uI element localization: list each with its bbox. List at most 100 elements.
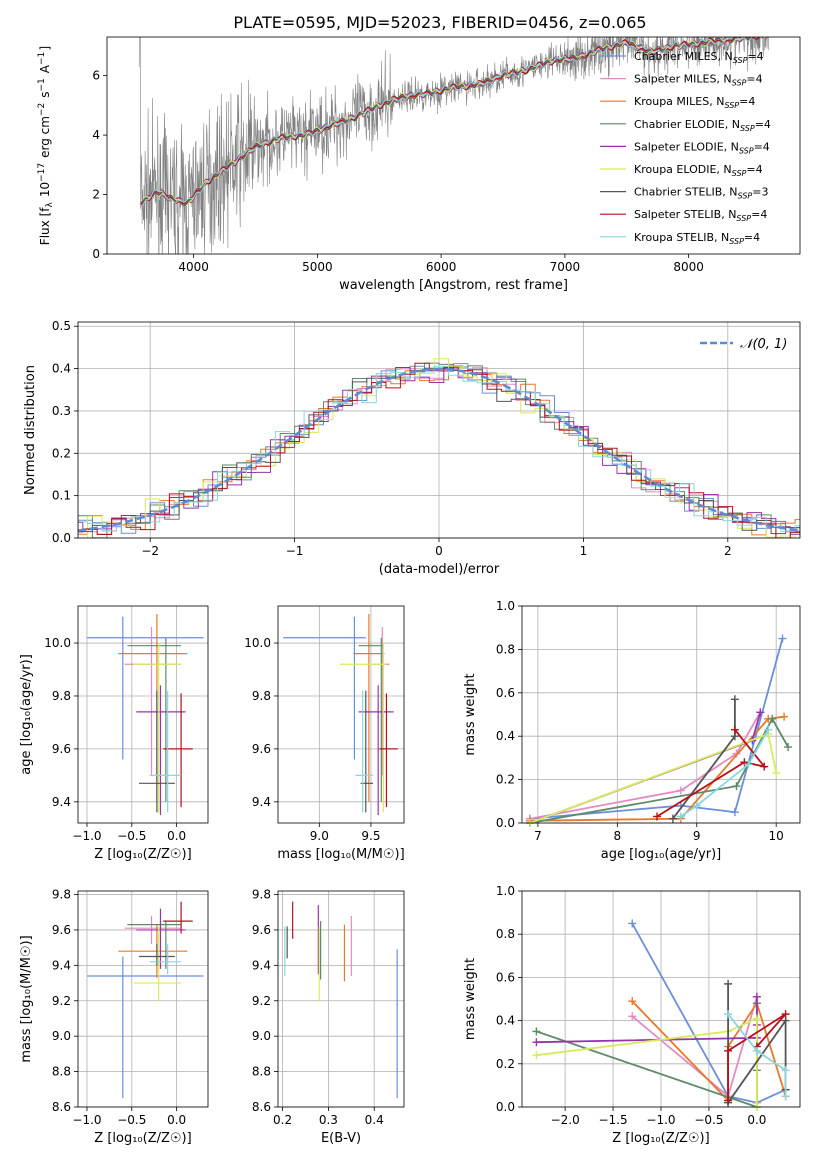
legend-text: Chabrier STELIB, N xyxy=(634,186,738,199)
x-tick-label: −1 xyxy=(286,544,304,558)
mass_vs_Z-xlabel: Z [log₁₀(Z/Z☉)] xyxy=(94,1131,191,1146)
x-tick-label: 5000 xyxy=(302,260,333,274)
weight-marker xyxy=(784,743,793,752)
spectrum-frame xyxy=(106,36,801,255)
y-tick-label: 9.4 xyxy=(52,795,71,809)
x-tick-label: −2.0 xyxy=(551,1113,580,1127)
legend-label: Kroupa ELODIE, NSSP=4 xyxy=(634,163,763,178)
y-tick-label: 0.4 xyxy=(496,729,515,743)
weight_vs_Z-frame xyxy=(521,890,801,1108)
x-tick-label: 8000 xyxy=(673,260,704,274)
weight-marker xyxy=(676,812,685,821)
y-tick-label: 9.6 xyxy=(52,923,71,937)
y-tick-label: 0.2 xyxy=(496,1057,515,1071)
legend-text: =4 xyxy=(751,208,767,221)
weight-line xyxy=(727,1013,787,1097)
x-tick-label: 4000 xyxy=(178,260,209,274)
x-tick-label: −1.0 xyxy=(72,829,101,843)
y-tick-label: 0.5 xyxy=(52,319,71,333)
ylabel-part: erg cm xyxy=(38,116,52,162)
x-tick-label: 0.0 xyxy=(167,829,186,843)
legend-label: Chabrier MILES, NSSP=4 xyxy=(634,50,764,65)
legend-text: Salpeter STELIB, N xyxy=(634,208,736,221)
age_vs_Z-axes: −1.0 −0.5 0.0 9.4 9.6 9.8 10.0 xyxy=(44,606,208,843)
x-tick-label: 9.5 xyxy=(361,829,380,843)
age_vs_Z-xlabel: Z [log₁₀(Z/Z☉)] xyxy=(94,847,191,862)
residuals-ylabel: Normed distribution xyxy=(23,365,38,495)
legend-text: Salpeter ELODIE, N xyxy=(634,140,739,153)
legend-sub: SSP xyxy=(724,101,739,110)
weight-marker xyxy=(730,725,739,734)
weight_vs_age-axes: 7 8 9 10 0.0 0.2 0.4 0.6 0.8 1.0 xyxy=(496,599,800,843)
y-tick-label: 8.8 xyxy=(52,1065,71,1079)
legend-text: Chabrier MILES, N xyxy=(634,50,733,63)
y-tick-label: 9.6 xyxy=(52,742,71,756)
legend-text: =4 xyxy=(739,95,755,108)
y-tick-label: 0.6 xyxy=(496,686,515,700)
y-tick-label: 1.0 xyxy=(496,884,515,898)
spectrum-ylabel: Flux [fλ 10−17 erg cm−2 s−1 A−1 ] xyxy=(37,46,55,245)
mass_vs_Z-frame xyxy=(77,890,209,1108)
y-tick-label: 8.6 xyxy=(252,1100,271,1114)
legend-sub: SSP xyxy=(740,124,755,133)
spectrum-axes: 4000 5000 6000 7000 8000 0 2 4 6 xyxy=(92,69,704,274)
y-tick-label: 10.0 xyxy=(244,636,271,650)
legend-label: Kroupa MILES, NSSP=4 xyxy=(634,95,755,110)
legend-text: =3 xyxy=(752,186,768,199)
x-tick-label: −1.0 xyxy=(72,1113,101,1127)
x-tick-label: −0.5 xyxy=(117,1113,146,1127)
histogram-step xyxy=(78,362,800,538)
y-tick-label: 8.8 xyxy=(252,1065,271,1079)
legend-text: Kroupa STELIB, N xyxy=(634,231,729,244)
weight-marker xyxy=(752,1046,761,1055)
x-tick-label: 0 xyxy=(435,544,443,558)
y-tick-label: 9.8 xyxy=(252,888,271,902)
histogram-step xyxy=(78,367,800,538)
weight-line xyxy=(727,1013,787,1101)
weight_vs_age-frame xyxy=(521,605,801,824)
weight-marker xyxy=(764,725,773,734)
weight-line xyxy=(727,983,787,1106)
weight-marker xyxy=(780,712,789,721)
spectrum-plot-area xyxy=(138,37,770,254)
legend-sub: SSP xyxy=(732,79,747,88)
weight-marker xyxy=(732,782,741,791)
age_vs_mass-marks xyxy=(283,613,398,816)
y-tick-label: 9.6 xyxy=(252,742,271,756)
x-tick-label: 0.4 xyxy=(365,1113,384,1127)
histogram-step xyxy=(78,358,800,538)
spectrum-xlabel: wavelength [Angstrom, rest frame] xyxy=(339,278,568,293)
weight_vs_Z-ylabel: mass weight xyxy=(463,958,478,1040)
residuals-plot-area xyxy=(78,358,800,538)
weight-line xyxy=(529,638,784,820)
age_vs_mass-frame xyxy=(277,605,405,824)
weight-line xyxy=(656,729,767,818)
weight-marker xyxy=(653,812,662,821)
normal-curve xyxy=(78,367,800,532)
mass_vs_ebv-marks xyxy=(284,901,398,1099)
weight_vs_Z-marks xyxy=(532,919,790,1111)
y-tick-label: 9.0 xyxy=(252,1029,271,1043)
legend-sub: SSP xyxy=(729,237,744,246)
y-tick-label: 9.4 xyxy=(52,958,71,972)
y-tick-label: 9.8 xyxy=(52,888,71,902)
ylabel-part: −1 xyxy=(37,78,47,91)
legend-label: 𝒩(0, 1) xyxy=(740,337,787,352)
legend-text: Kroupa MILES, N xyxy=(634,95,724,108)
residuals-xlabel: (data-model)/error xyxy=(379,562,500,577)
x-tick-label: −0.5 xyxy=(694,1113,723,1127)
weight-marker xyxy=(756,708,765,717)
legend-label: Salpeter ELODIE, NSSP=4 xyxy=(634,140,770,155)
weight-line xyxy=(536,996,758,1044)
y-tick-label: 9.8 xyxy=(52,689,71,703)
legend-text: =4 xyxy=(747,50,763,63)
y-tick-label: 8.6 xyxy=(52,1100,71,1114)
legend-label: Salpeter MILES, NSSP=4 xyxy=(634,73,763,88)
weight-marker xyxy=(768,714,777,723)
legend-text: =4 xyxy=(746,163,762,176)
legend-label: Chabrier ELODIE, NSSP=4 xyxy=(634,118,771,133)
weight_vs_age-ylabel: mass weight xyxy=(463,673,478,755)
y-tick-label: 9.8 xyxy=(252,689,271,703)
x-tick-label: 7 xyxy=(534,829,542,843)
